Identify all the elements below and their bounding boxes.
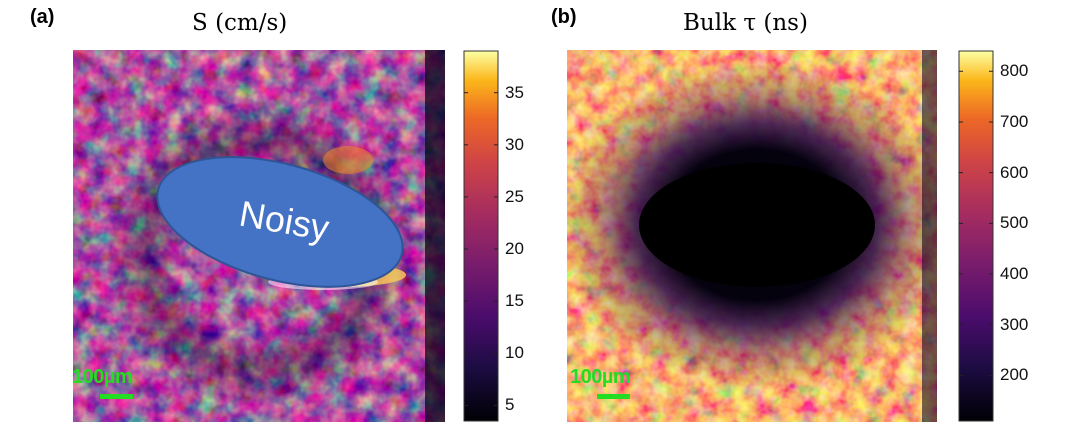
panel-b-scalebar: [597, 394, 630, 399]
colorbar-tick-label: 30: [505, 134, 524, 154]
colorbar-tick-label: 300: [1000, 314, 1029, 334]
noisy-ellipse-shape: [156, 156, 404, 288]
colorbar-tick-label: 25: [505, 186, 524, 206]
panel-a-letter: (a): [30, 6, 55, 28]
colorbar-tick-label: 500: [1000, 213, 1029, 233]
panel-b-colorbar: [958, 50, 994, 422]
colorbar-tick-label: 15: [505, 291, 524, 311]
colorbar-tick-label: 5: [505, 395, 515, 415]
colorbar-tick-label: 700: [1000, 111, 1029, 131]
colorbar-tick-label: 35: [505, 82, 524, 102]
panel-a-colorbar: [463, 50, 499, 422]
noisy-overlay: Noisy: [156, 156, 404, 288]
colorbar-tick-label: 600: [1000, 162, 1029, 182]
panel-a-scalebar-label: 100µm: [72, 366, 133, 388]
panel-b-heatmap: [567, 50, 937, 422]
colorbar-tick-label: 200: [1000, 365, 1029, 385]
panel-a-scalebar: [100, 394, 133, 399]
panel-b-scalebar-label: 100µm: [570, 366, 631, 388]
colorbar-tick-label: 10: [505, 343, 524, 363]
panel-b-title: Bulk τ (ns): [683, 10, 808, 36]
panel-a-title: S (cm/s): [192, 10, 288, 36]
colorbar-tick-label: 20: [505, 239, 524, 259]
colorbar-tick-label: 800: [1000, 61, 1029, 81]
panel-b-letter: (b): [551, 6, 577, 28]
colorbar-tick-label: 400: [1000, 264, 1029, 283]
